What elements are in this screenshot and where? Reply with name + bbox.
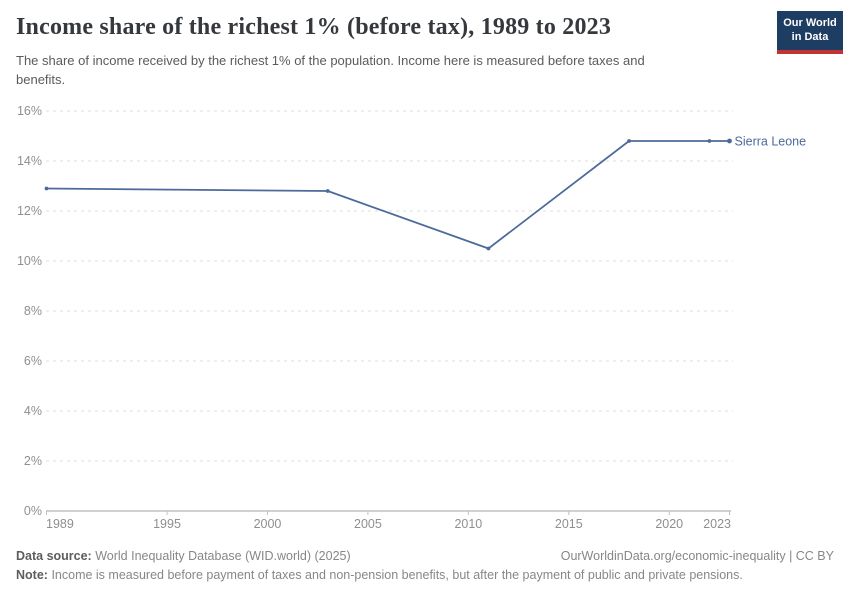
series-line: [45, 140, 731, 250]
note-label: Note:: [16, 568, 48, 582]
y-tick-label: 8%: [24, 304, 42, 318]
y-tick-label: 6%: [24, 354, 42, 368]
y-tick-label: 14%: [17, 154, 42, 168]
data-source: Data source: World Inequality Database (…: [16, 549, 351, 563]
y-tick-label: 12%: [17, 204, 42, 218]
data-point: [727, 138, 732, 144]
y-tick-label: 4%: [24, 404, 42, 418]
data-point: [325, 189, 330, 193]
data-point: [627, 139, 631, 143]
logo-line2: in Data: [791, 30, 829, 43]
x-tick-label: 1989: [46, 517, 74, 531]
x-tick-label: 2015: [555, 517, 583, 531]
x-tick-label: 1995: [153, 517, 181, 531]
x-tick-label: 2010: [454, 517, 482, 531]
y-axis: 0% 2% 4% 6% 8% 10% 12% 14% 16%: [17, 104, 733, 518]
data-source-text: World Inequality Database (WID.world) (2…: [95, 549, 351, 563]
x-tick-label: 2005: [354, 517, 382, 531]
logo-red-bar: [777, 50, 843, 54]
owid-logo[interactable]: Our World in Data: [777, 11, 843, 54]
chart-note: Note: Income is measured before payment …: [16, 568, 834, 582]
x-axis: 1989 1995 2000 2005 2010 2015 2020 2023: [46, 511, 731, 531]
data-point: [44, 186, 49, 191]
owid-logo-text: Our World in Data: [777, 11, 843, 50]
data-point: [707, 139, 712, 143]
x-tick-label: 2023: [703, 517, 731, 531]
x-tick-label: 2020: [655, 517, 683, 531]
y-tick-label: 2%: [24, 454, 42, 468]
y-tick-label: 10%: [17, 254, 42, 268]
data-point: [486, 246, 491, 251]
chart-subtitle: The share of income received by the rich…: [16, 53, 645, 87]
logo-line1: Our World: [783, 17, 837, 30]
citation-link[interactable]: OurWorldinData.org/economic-inequality |…: [560, 549, 834, 563]
y-tick-label: 0%: [24, 504, 42, 518]
data-source-label: Data source:: [16, 549, 92, 563]
y-tick-label: 16%: [17, 104, 42, 118]
entity-label[interactable]: Sierra Leone: [735, 135, 807, 149]
series-sierra-leone: Sierra Leone: [44, 135, 807, 251]
x-tick-label: 2000: [254, 517, 282, 531]
page-title: Income share of the richest 1% (before t…: [16, 14, 612, 40]
note-text: Income is measured before payment of tax…: [51, 568, 743, 582]
